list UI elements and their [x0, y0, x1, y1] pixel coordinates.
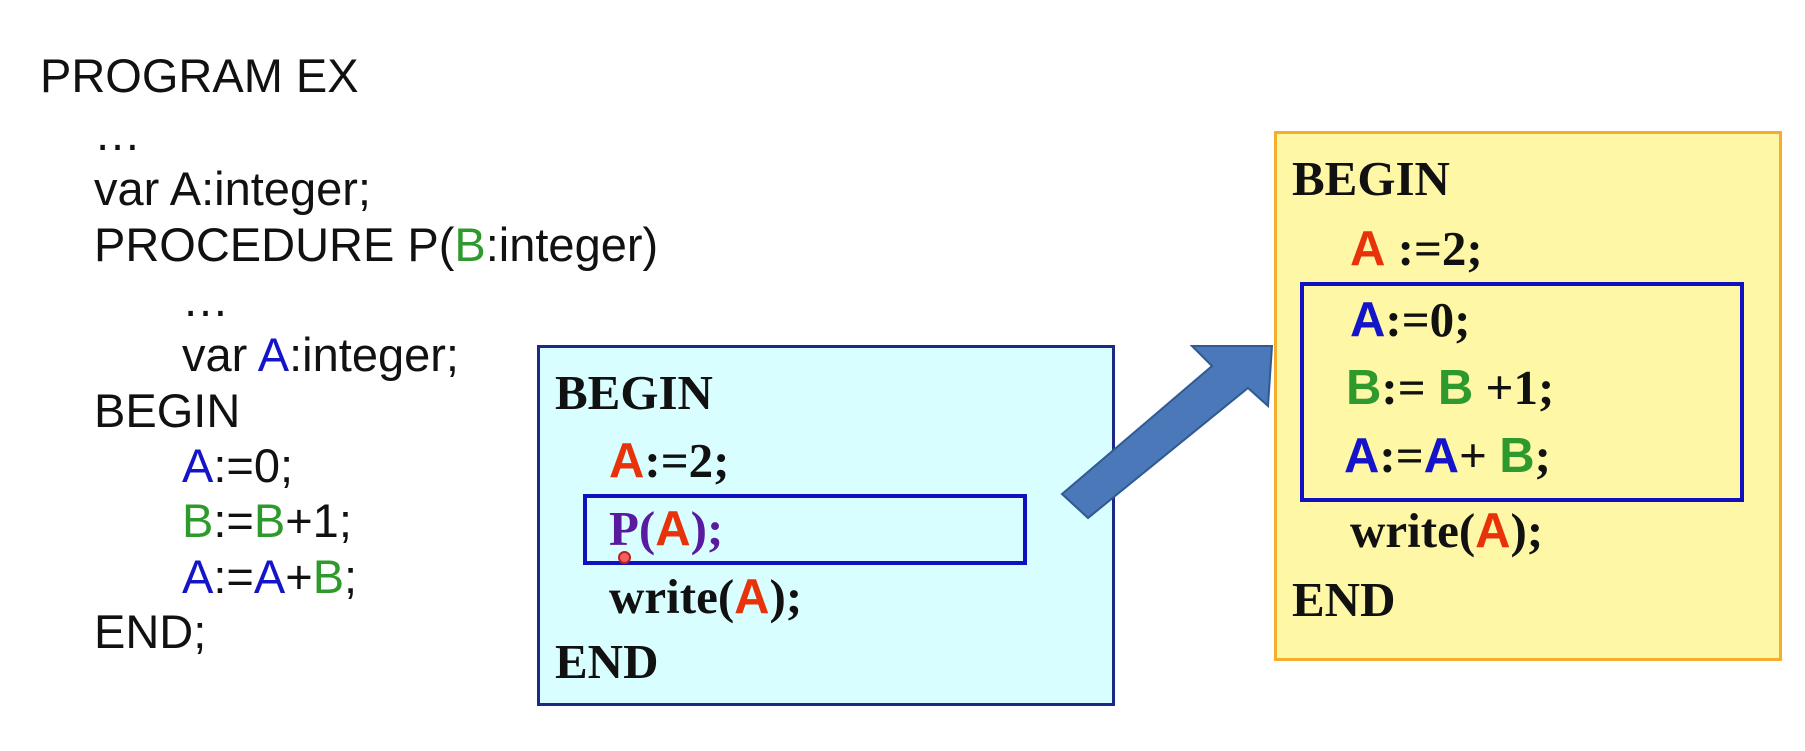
expanded-program-box — [1274, 131, 1782, 661]
global-var-decl: var A:integer; — [94, 162, 371, 215]
expanded-end: END — [1292, 572, 1396, 627]
main-end: END — [555, 634, 659, 689]
inlined-stmt-3: A:=A+ B; — [1344, 428, 1551, 483]
expand-arrow — [1060, 345, 1274, 520]
procedure-end: END; — [94, 605, 207, 658]
inlined-stmt-2: B:= B +1; — [1346, 360, 1555, 415]
main-call: P(A); — [609, 501, 724, 556]
expanded-write: write(A); — [1350, 503, 1544, 558]
procedure-stmt-1: A:=0; — [182, 439, 294, 492]
main-write: write(A); — [609, 569, 803, 624]
inlined-stmt-1: A:=0; — [1350, 292, 1471, 347]
expanded-begin: BEGIN — [1292, 151, 1450, 206]
ellipsis-line: … — [94, 107, 141, 160]
cursor-dot — [618, 551, 631, 564]
procedure-stmt-3: A:=A+B; — [182, 550, 358, 603]
call-highlight-box — [583, 494, 1027, 565]
procedure-begin: BEGIN — [94, 384, 241, 437]
main-assign: A:=2; — [609, 433, 730, 488]
procedure-ellipsis: … — [182, 273, 229, 326]
expanded-assign: A :=2; — [1350, 221, 1483, 276]
inlined-body-highlight — [1300, 282, 1744, 502]
main-begin: BEGIN — [555, 365, 713, 420]
local-var-decl: var A:integer; — [182, 328, 459, 381]
program-title: PROGRAM EX — [40, 49, 359, 102]
procedure-header: PROCEDURE P(B:integer) — [94, 218, 659, 271]
expand-arrow-shape — [1060, 345, 1274, 520]
procedure-stmt-2: B:=B+1; — [182, 494, 352, 547]
main-program-box — [537, 345, 1115, 706]
